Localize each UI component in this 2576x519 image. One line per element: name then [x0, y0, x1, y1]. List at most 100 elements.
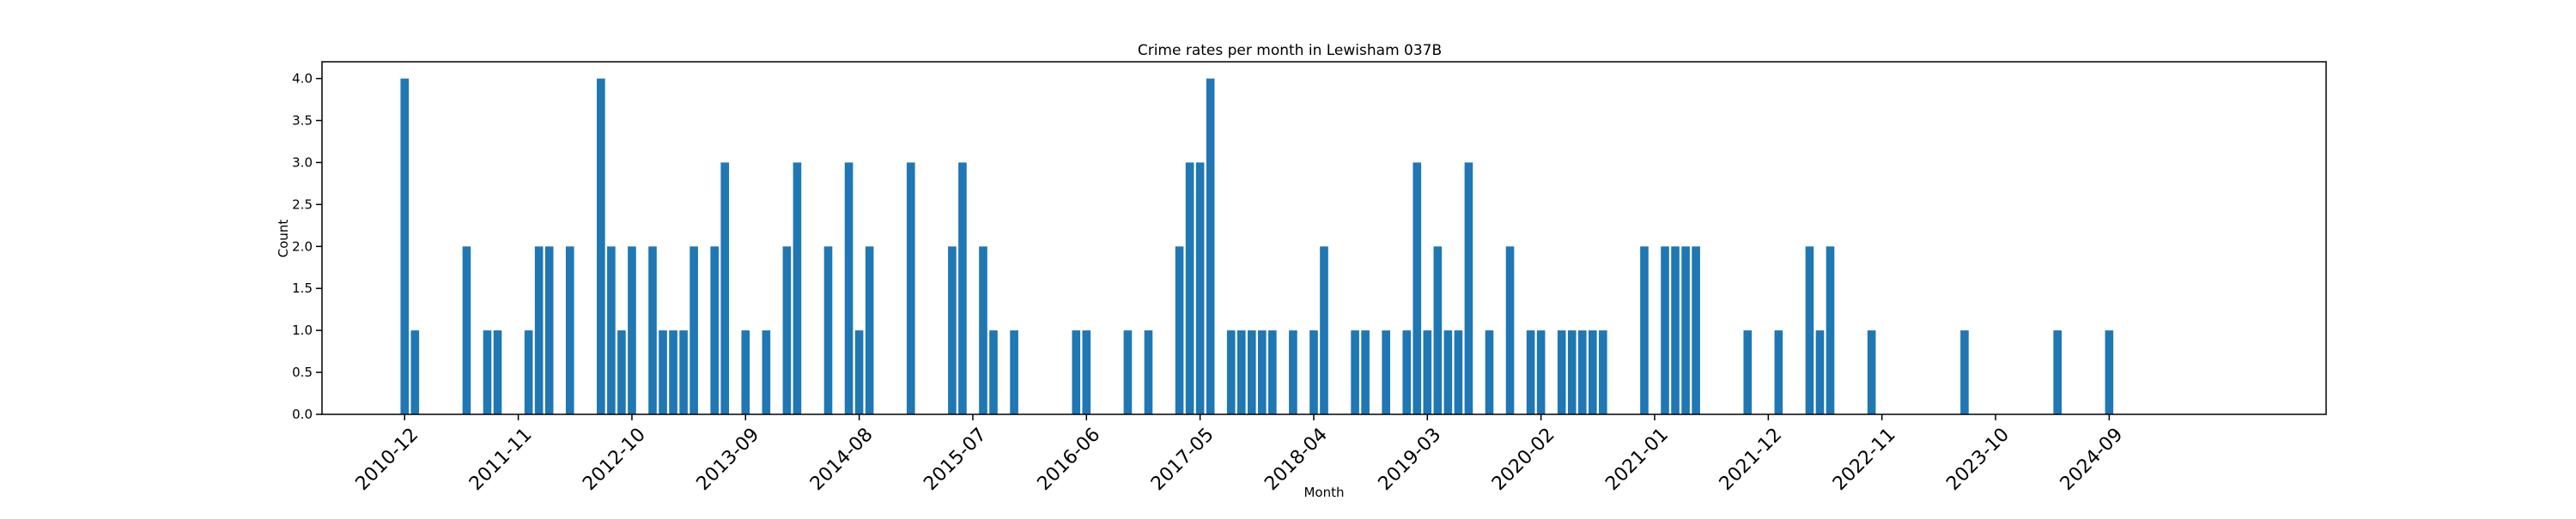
x-tick-label: 2012-10: [579, 424, 650, 495]
bar-2014-07: [844, 162, 854, 414]
x-tick-label: 2015-07: [920, 424, 991, 495]
bar-2014-05: [823, 246, 833, 414]
x-tick-label: 2011-11: [465, 424, 537, 495]
bar-2011-08: [483, 330, 492, 414]
x-tick-label: 2022-11: [1829, 424, 1900, 495]
bar-2013-02: [669, 330, 677, 414]
bar-2021-04: [1681, 246, 1690, 414]
x-axis-label: Month: [1303, 485, 1344, 500]
x-tick-label: 2019-03: [1375, 424, 1446, 495]
bar-2019-03: [1423, 330, 1432, 414]
bar-2013-01: [659, 330, 667, 414]
bar-2024-04: [2053, 330, 2062, 414]
y-tick-label: 2.5: [292, 196, 313, 212]
bar-2023-07: [1960, 330, 1969, 414]
bar-2015-09: [989, 330, 998, 414]
bar-2015-08: [979, 246, 987, 414]
bar-2018-02: [1289, 330, 1297, 414]
bar-2014-02: [793, 162, 802, 414]
plot-frame: [321, 61, 2327, 415]
bar-2012-12: [648, 246, 657, 414]
bar-2012-04: [565, 246, 574, 414]
bar-2012-01: [534, 246, 544, 414]
bar-2020-01: [1526, 330, 1535, 414]
y-axis-label: Count: [276, 220, 291, 258]
bar-2021-03: [1671, 246, 1680, 414]
bar-2015-06: [958, 162, 967, 414]
bar-2020-08: [1599, 330, 1607, 414]
y-tick-label: 4.0: [292, 71, 313, 87]
bar-2017-10: [1247, 330, 1256, 414]
bar-2022-10: [1867, 330, 1876, 414]
x-tick-label: 2021-12: [1716, 424, 1787, 495]
bar-2014-08: [854, 330, 864, 414]
bar-2012-08: [607, 246, 616, 414]
x-tick-label: 2014-08: [806, 424, 878, 495]
bar-2020-06: [1577, 330, 1587, 414]
bar-2014-09: [865, 246, 874, 414]
bar-2019-06: [1454, 330, 1463, 414]
bar-2018-04: [1309, 330, 1318, 414]
bar-2013-09: [741, 330, 750, 414]
bar-2022-05: [1815, 330, 1825, 414]
bar-2021-02: [1661, 246, 1669, 414]
bar-2017-08: [1226, 330, 1236, 414]
bar-2013-04: [690, 246, 698, 414]
bar-2018-11: [1382, 330, 1390, 414]
bar-2019-01: [1402, 330, 1412, 414]
bar-2019-09: [1485, 330, 1494, 414]
bar-2020-05: [1567, 330, 1577, 414]
bar-2017-09: [1236, 330, 1246, 414]
bar-2016-10: [1123, 330, 1133, 414]
bar-2012-07: [597, 78, 605, 414]
x-tick-label: 2024-09: [2057, 424, 2128, 495]
bar-2020-07: [1588, 330, 1597, 414]
bar-2012-02: [544, 246, 554, 414]
y-tick-label: 2.0: [292, 238, 313, 254]
bar-2013-03: [679, 330, 688, 414]
bar-2013-11: [762, 330, 771, 414]
bar-2017-03: [1175, 246, 1184, 414]
y-tick-label: 0.0: [292, 407, 313, 422]
bar-2016-12: [1144, 330, 1153, 414]
bar-2020-02: [1536, 330, 1546, 414]
bar-2022-06: [1826, 246, 1835, 414]
y-tick-label: 3.5: [292, 113, 313, 129]
bar-2019-04: [1433, 246, 1443, 414]
bar-2011-12: [524, 330, 533, 414]
bar-2011-06: [462, 246, 471, 414]
bar-2018-09: [1361, 330, 1370, 414]
x-tick-label: 2020-02: [1488, 424, 1559, 495]
bar-2017-11: [1258, 330, 1267, 414]
bar-2012-09: [617, 330, 626, 414]
y-tick-label: 1.5: [292, 281, 313, 296]
bar-2022-04: [1805, 246, 1814, 414]
bar-2013-06: [710, 246, 719, 414]
bar-2012-10: [628, 246, 636, 414]
bar-2011-09: [493, 330, 502, 414]
bar-2015-05: [948, 246, 957, 414]
bar-2015-01: [906, 162, 915, 414]
x-tick-label: 2021-01: [1601, 424, 1673, 495]
x-tick-label: 2016-06: [1034, 424, 1105, 495]
bar-2016-06: [1082, 330, 1091, 414]
bar-2019-05: [1443, 330, 1453, 414]
bar-2017-12: [1268, 330, 1277, 414]
bar-2011-01: [410, 330, 420, 414]
bar-2018-05: [1320, 246, 1328, 414]
bar-2019-11: [1505, 246, 1515, 414]
bar-2018-08: [1351, 330, 1359, 414]
bar-2013-07: [720, 162, 730, 414]
x-tick-label: 2023-10: [1942, 424, 2014, 495]
bar-2024-09: [2105, 330, 2114, 414]
x-tick-label: 2010-12: [352, 424, 423, 495]
x-axis: 2010-12 2011-11 2012-10 2013-09 2014-08 2015-…: [352, 414, 2128, 495]
bar-2019-07: [1464, 162, 1473, 414]
y-tick-label: 0.5: [292, 365, 313, 380]
y-tick-label: 1.0: [292, 323, 313, 338]
bar-2014-01: [782, 246, 792, 414]
bars-group: [400, 78, 2114, 414]
chart-title: Crime rates per month in Lewisham 037B: [1138, 42, 1442, 59]
